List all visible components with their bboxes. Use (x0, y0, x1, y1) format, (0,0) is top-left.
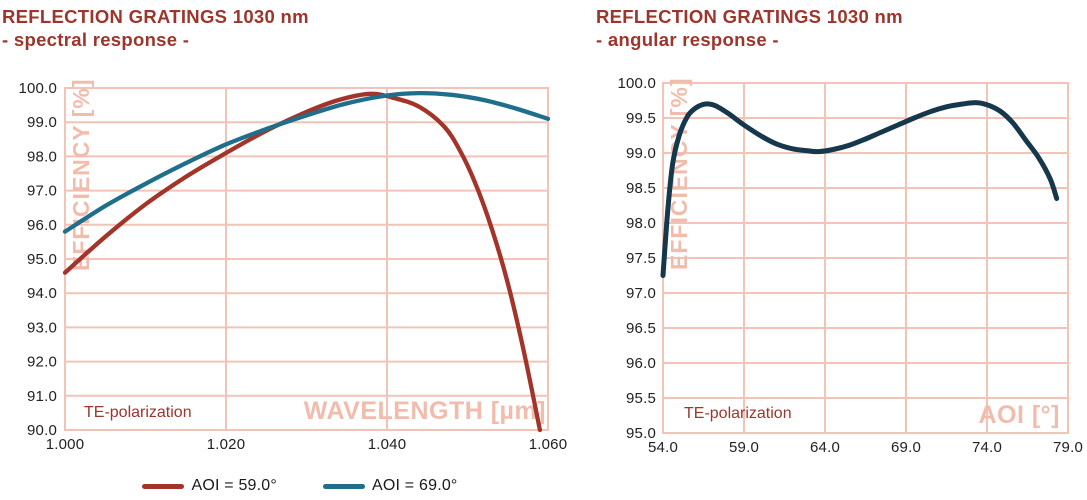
legend-line-swatch (323, 483, 365, 489)
x-tick-label: 79.0 (1053, 439, 1083, 456)
x-tick-label: 1.040 (368, 436, 407, 453)
y-tick-label: 95.0 (27, 251, 57, 268)
x-tick-label: 59.0 (729, 439, 759, 456)
y-tick-label: 96.0 (626, 355, 656, 372)
spectral-y-axis-label: EFFICIENCY [%] (68, 78, 94, 271)
spectral-title-line1: REFLECTION GRATINGS 1030 nm (2, 6, 309, 27)
y-tick-label: 94.0 (27, 285, 57, 302)
legend-line-swatch (142, 483, 185, 489)
y-tick-label: 93.0 (27, 319, 57, 336)
x-tick-label: 1.000 (46, 436, 85, 453)
y-tick-label: 96.5 (626, 320, 656, 337)
spectral-chart-title: REFLECTION GRATINGS 1030 nm - spectral r… (2, 5, 309, 51)
y-tick-label: 97.0 (27, 183, 57, 200)
y-tick-label: 99.0 (626, 145, 656, 162)
y-tick-label: 98.0 (27, 148, 57, 165)
x-tick-label: 54.0 (648, 439, 678, 456)
spectral-x-axis-label: WAVELENGTH [µm] (303, 397, 546, 425)
y-tick-label: 95.5 (626, 390, 656, 407)
legend-item: AOI = 69.0° (323, 477, 458, 495)
angular-x-axis-label: AOI [°] (978, 401, 1060, 429)
legend-label: AOI = 69.0° (372, 477, 458, 494)
y-tick-label: 99.0 (27, 114, 57, 131)
x-tick-label: 1.060 (529, 436, 568, 453)
y-tick-label: 90.0 (27, 422, 57, 439)
spectral-legend: AOI = 59.0° AOI = 69.0° (20, 477, 580, 495)
y-tick-label: 92.0 (27, 354, 57, 371)
y-tick-label: 91.0 (27, 388, 57, 405)
y-tick-label: 97.5 (626, 250, 656, 267)
spectral-title-line2: - spectral response - (2, 29, 190, 50)
legend-label: AOI = 59.0° (191, 477, 277, 494)
x-tick-label: 64.0 (810, 439, 840, 456)
y-tick-label: 98.0 (626, 215, 656, 232)
x-tick-label: 69.0 (891, 439, 921, 456)
spectral-annotation: TE-polarization (84, 404, 192, 421)
x-tick-label: 74.0 (972, 439, 1002, 456)
angular-y-axis-label: EFFICIENCY [%] (666, 77, 692, 270)
y-tick-label: 95.0 (626, 425, 656, 442)
y-tick-label: 96.0 (27, 217, 57, 234)
y-tick-label: 100.0 (18, 80, 57, 97)
y-tick-label: 98.5 (626, 180, 656, 197)
angular-title-line1: REFLECTION GRATINGS 1030 nm (596, 6, 903, 27)
y-tick-label: 97.0 (626, 285, 656, 302)
x-tick-label: 1.020 (207, 436, 246, 453)
angular-grid-layer: 95.0 95.5 96.0 96.5 97.0 97.5 98.0 98.5 99.0 99.5… (617, 75, 1083, 456)
legend-item: AOI = 59.0° (142, 477, 277, 495)
angular-title-line2: - angular response - (596, 29, 779, 50)
angular-annotation: TE-polarization (684, 405, 792, 422)
y-tick-label: 100.0 (617, 75, 656, 92)
y-tick-label: 99.5 (626, 110, 656, 127)
angular-chart-title: REFLECTION GRATINGS 1030 nm - angular re… (596, 5, 903, 51)
